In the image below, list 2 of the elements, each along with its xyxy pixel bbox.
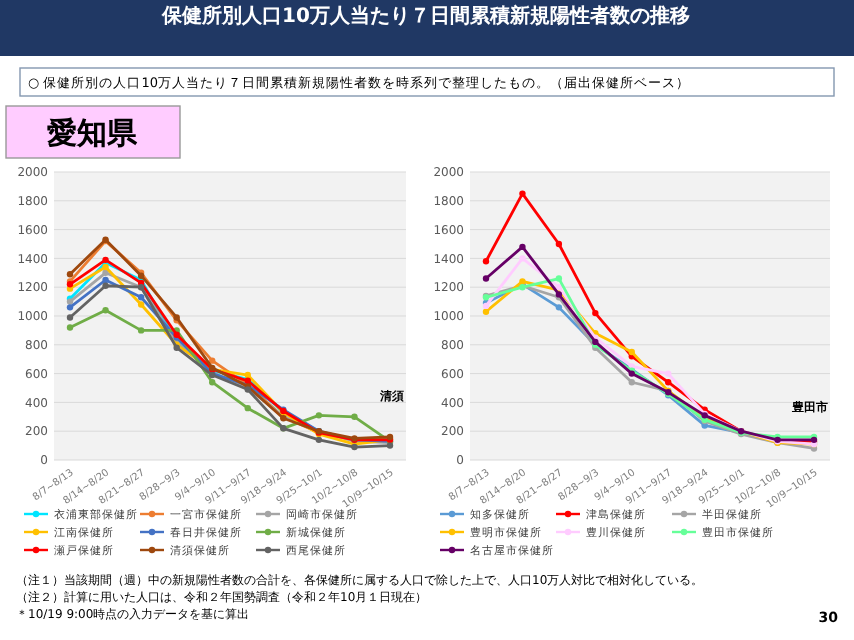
text: 愛知県 [47, 114, 139, 151]
chart-title: 保健所別人口10万人当たり７日間累積新規陽性者数の推移 [160, 4, 690, 28]
